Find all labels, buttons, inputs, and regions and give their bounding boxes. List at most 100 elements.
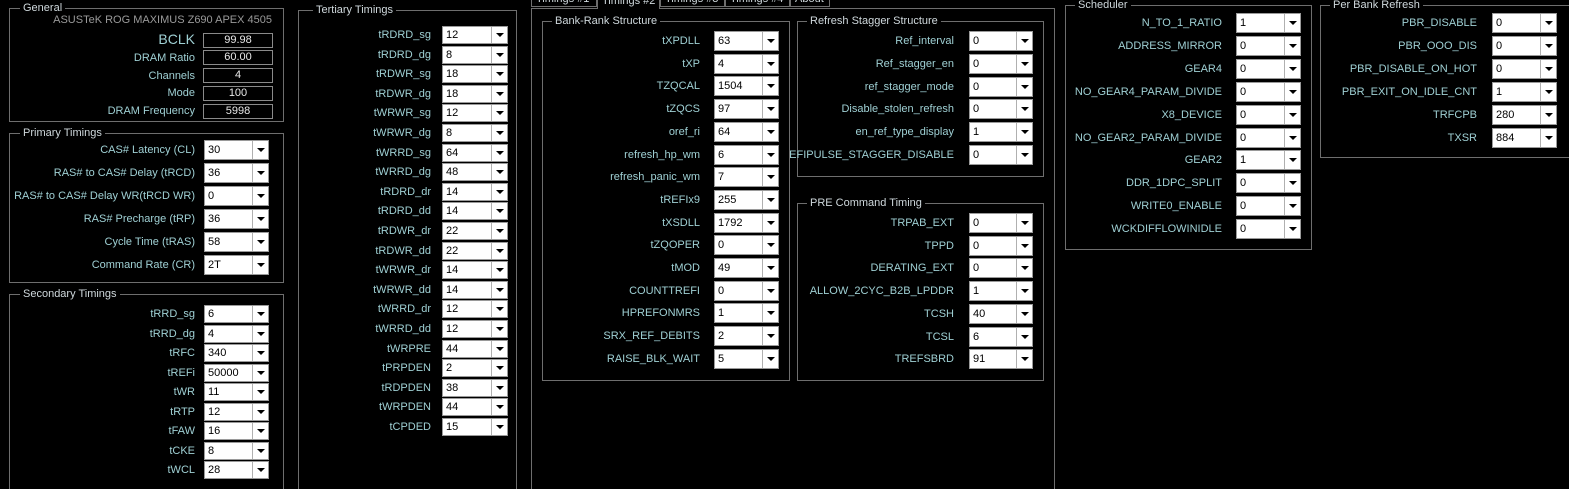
- combo-box[interactable]: 8: [204, 441, 269, 460]
- combo-box[interactable]: 4: [204, 324, 269, 343]
- dropdown-button[interactable]: [491, 301, 507, 318]
- dropdown-button[interactable]: [1540, 106, 1556, 124]
- combo-box[interactable]: 12: [442, 320, 508, 338]
- combo-box[interactable]: 2: [442, 359, 508, 378]
- combo-box[interactable]: 0: [1236, 35, 1301, 56]
- dropdown-button[interactable]: [1540, 60, 1556, 78]
- dropdown-button[interactable]: [491, 262, 507, 279]
- combo-box[interactable]: 884: [1492, 128, 1557, 148]
- combo-box[interactable]: 5: [714, 348, 779, 369]
- combo-box[interactable]: 0: [1236, 173, 1301, 194]
- dropdown-button[interactable]: [1016, 214, 1032, 232]
- combo-box[interactable]: 0: [969, 53, 1033, 74]
- dropdown-button[interactable]: [1284, 14, 1300, 32]
- combo-box[interactable]: 1: [969, 281, 1033, 302]
- combo-box[interactable]: 12: [442, 26, 508, 44]
- combo-box[interactable]: 40: [969, 303, 1033, 324]
- dropdown-button[interactable]: [1540, 37, 1556, 55]
- dropdown-button[interactable]: [1284, 128, 1300, 147]
- dropdown-button[interactable]: [1016, 146, 1032, 164]
- dropdown-button[interactable]: [1284, 59, 1300, 78]
- combo-box[interactable]: 280: [1492, 105, 1557, 125]
- dropdown-button[interactable]: [252, 141, 268, 159]
- dropdown-button[interactable]: [1016, 304, 1032, 323]
- dropdown-button[interactable]: [1016, 236, 1032, 255]
- dropdown-button[interactable]: [491, 144, 507, 161]
- dropdown-button[interactable]: [252, 256, 268, 274]
- dropdown-button[interactable]: [1284, 105, 1300, 124]
- combo-box[interactable]: 1: [1236, 13, 1301, 33]
- combo-box[interactable]: 97: [714, 99, 779, 120]
- combo-box[interactable]: 1: [969, 122, 1033, 143]
- combo-box[interactable]: 14: [442, 280, 508, 299]
- combo-box[interactable]: 0: [969, 31, 1033, 51]
- combo-box[interactable]: 48: [442, 163, 508, 182]
- dropdown-button[interactable]: [1016, 54, 1032, 73]
- combo-box[interactable]: 28: [204, 461, 269, 479]
- dropdown-button[interactable]: [762, 281, 778, 300]
- tab[interactable]: About: [790, 0, 830, 7]
- combo-box[interactable]: 22: [442, 222, 508, 240]
- combo-box[interactable]: 0: [969, 145, 1033, 165]
- combo-box[interactable]: 15: [442, 418, 508, 436]
- dropdown-button[interactable]: [762, 100, 778, 119]
- dropdown-button[interactable]: [252, 325, 268, 342]
- dropdown-button[interactable]: [491, 321, 507, 337]
- dropdown-button[interactable]: [762, 145, 778, 164]
- combo-box[interactable]: 0: [1492, 13, 1557, 33]
- combo-box[interactable]: 1792: [714, 212, 779, 233]
- combo-box[interactable]: 0: [1236, 127, 1301, 148]
- combo-box[interactable]: 0: [969, 99, 1033, 120]
- combo-box[interactable]: 16: [204, 422, 269, 440]
- combo-box[interactable]: 0: [969, 258, 1033, 279]
- dropdown-button[interactable]: [491, 27, 507, 43]
- dropdown-button[interactable]: [491, 85, 507, 102]
- dropdown-button[interactable]: [762, 349, 778, 368]
- dropdown-button[interactable]: [1016, 77, 1032, 96]
- dropdown-button[interactable]: [252, 462, 268, 478]
- dropdown-button[interactable]: [762, 190, 778, 209]
- combo-box[interactable]: 6: [969, 326, 1033, 347]
- dropdown-button[interactable]: [252, 403, 268, 420]
- dropdown-button[interactable]: [491, 223, 507, 239]
- dropdown-button[interactable]: [1016, 282, 1032, 301]
- tab[interactable]: Timings #1: [531, 0, 597, 7]
- dropdown-button[interactable]: [252, 164, 268, 182]
- dropdown-button[interactable]: [762, 122, 778, 141]
- dropdown-button[interactable]: [762, 32, 778, 50]
- combo-box[interactable]: 6: [204, 305, 269, 323]
- combo-box[interactable]: 0: [969, 235, 1033, 256]
- combo-box[interactable]: 64: [714, 121, 779, 142]
- combo-box[interactable]: 38: [442, 378, 508, 397]
- dropdown-button[interactable]: [762, 54, 778, 73]
- combo-box[interactable]: 18: [442, 84, 508, 103]
- dropdown-button[interactable]: [252, 187, 268, 205]
- dropdown-button[interactable]: [1016, 259, 1032, 278]
- combo-box[interactable]: 0: [969, 76, 1033, 97]
- dropdown-button[interactable]: [491, 399, 507, 416]
- combo-box[interactable]: 14: [442, 182, 508, 201]
- combo-box[interactable]: 1: [714, 303, 779, 324]
- dropdown-button[interactable]: [491, 183, 507, 200]
- combo-box[interactable]: 7: [714, 167, 779, 188]
- dropdown-button[interactable]: [762, 77, 778, 96]
- dropdown-button[interactable]: [762, 236, 778, 255]
- combo-box[interactable]: 0: [1236, 81, 1301, 102]
- combo-box[interactable]: 2T: [204, 255, 269, 275]
- dropdown-button[interactable]: [1016, 123, 1032, 142]
- combo-box[interactable]: 4: [714, 53, 779, 74]
- dropdown-button[interactable]: [491, 281, 507, 298]
- dropdown-button[interactable]: [491, 419, 507, 435]
- dropdown-button[interactable]: [491, 242, 507, 259]
- dropdown-button[interactable]: [491, 379, 507, 396]
- combo-box[interactable]: 12: [204, 402, 269, 421]
- combo-box[interactable]: 0: [204, 186, 269, 206]
- dropdown-button[interactable]: [252, 364, 268, 381]
- dropdown-button[interactable]: [491, 164, 507, 181]
- combo-box[interactable]: 1504: [714, 76, 779, 97]
- combo-box[interactable]: 36: [204, 163, 269, 183]
- dropdown-button[interactable]: [252, 384, 268, 400]
- dropdown-button[interactable]: [491, 66, 507, 83]
- combo-box[interactable]: 0: [1492, 59, 1557, 79]
- combo-box[interactable]: 11: [204, 383, 269, 401]
